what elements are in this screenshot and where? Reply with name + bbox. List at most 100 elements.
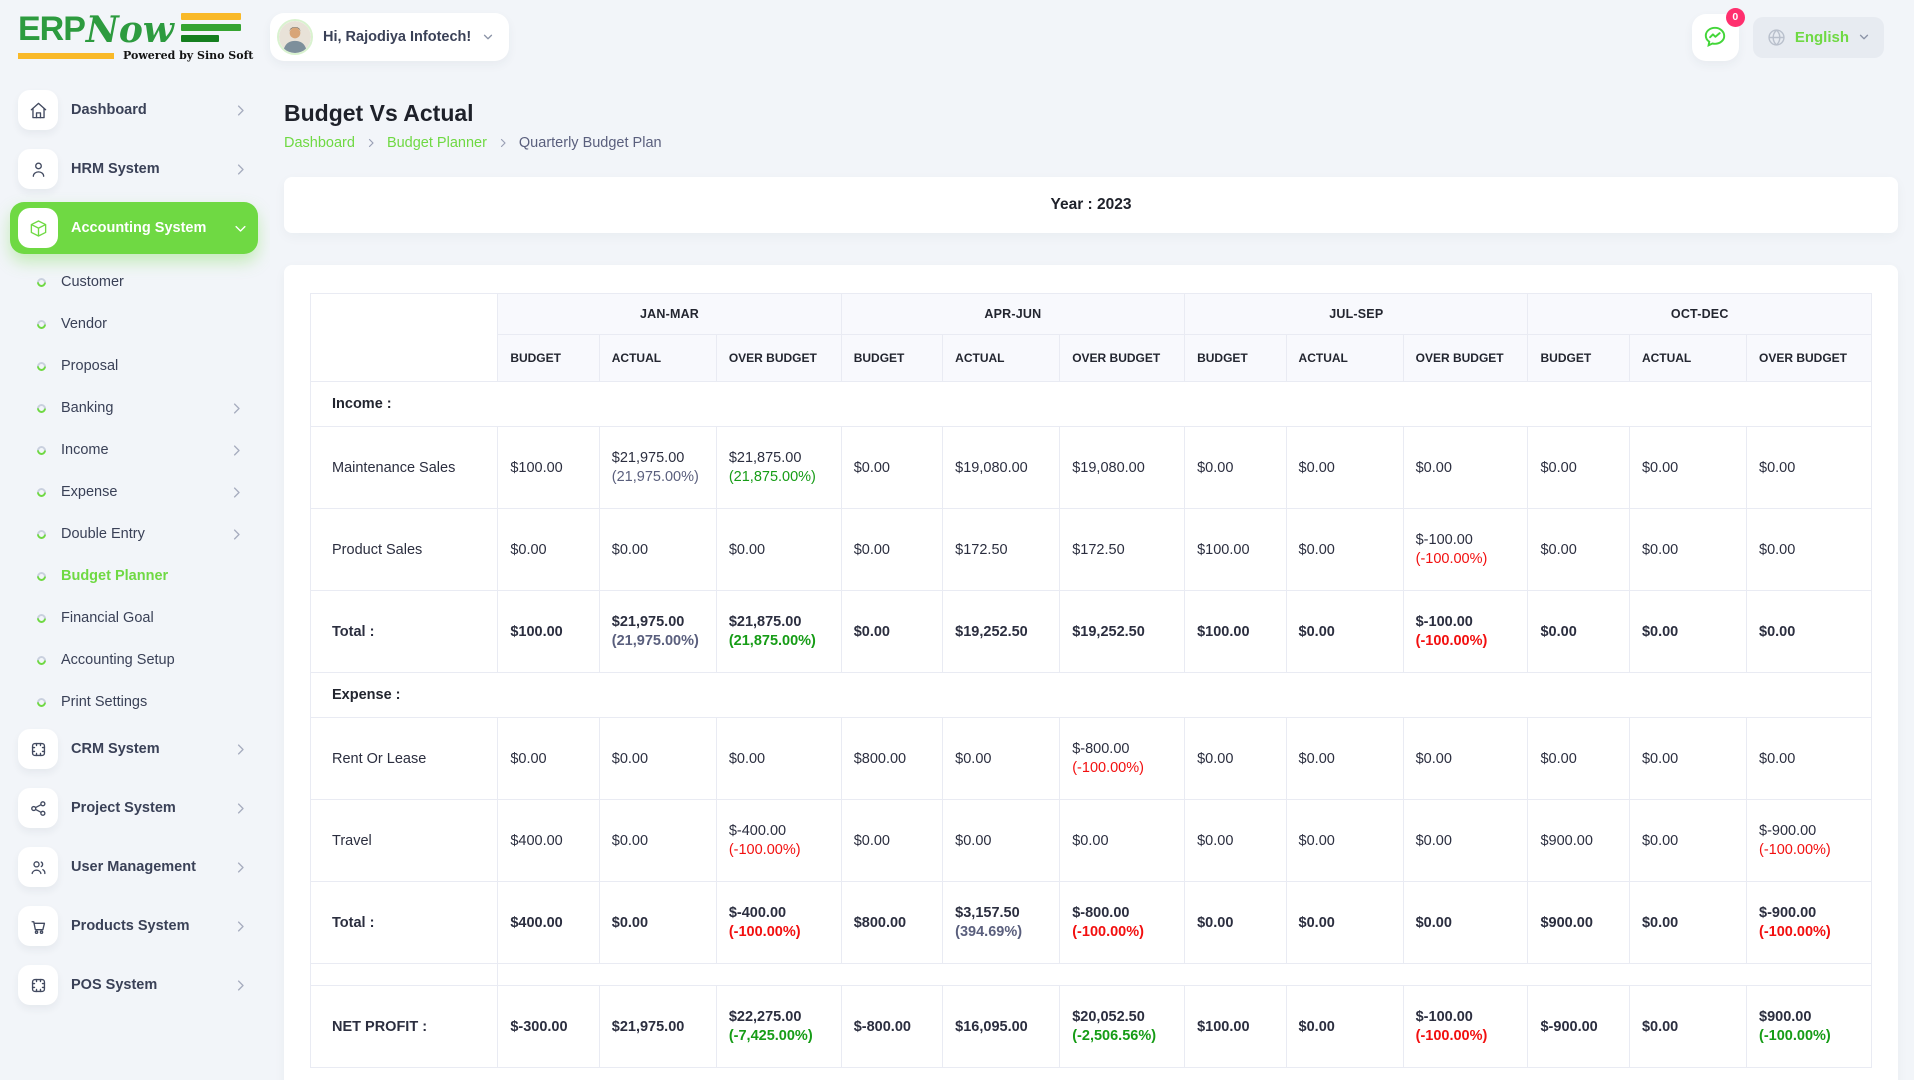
sidebar-item-label: Income — [61, 442, 109, 458]
section-label: Expense : — [310, 672, 1872, 718]
chevron-right-icon — [233, 860, 248, 875]
chevron-right-icon — [497, 137, 509, 149]
sidebar-item-accounting-setup[interactable]: Accounting Setup — [10, 639, 258, 681]
value-cell: $800.00 — [840, 881, 944, 964]
row-label: Travel — [309, 799, 499, 882]
table-row: Travel $400.00 $0.00 $-400.00 (-100.00%) $0.0… — [309, 799, 1872, 882]
sidebar-item-expense[interactable]: Expense — [10, 471, 258, 513]
chevron-right-icon — [233, 742, 248, 757]
value-cell: $-900.00 (-100.00%) — [1746, 881, 1872, 964]
table-corner-cell — [309, 293, 499, 382]
bullet-icon — [35, 275, 48, 289]
column-header: OVER BUDGET — [1746, 334, 1872, 382]
column-header: ACTUAL — [1628, 334, 1748, 382]
user-menu[interactable]: Hi, Rajodiya Infotech! — [270, 13, 510, 61]
value-cell: $0.00 — [1527, 508, 1630, 591]
value-cell: $0.00 — [598, 717, 717, 800]
share-icon — [18, 788, 58, 828]
table-row: Total : $400.00 $0.00 $-400.00 (-100.00%) $80… — [309, 881, 1872, 964]
column-header: BUDGET — [840, 334, 944, 382]
value-cell: $100.00 — [1184, 590, 1287, 673]
column-header: OVER BUDGET — [715, 334, 842, 382]
sidebar-item-label: Budget Planner — [61, 568, 169, 584]
value-cell: $-800.00 (-100.00%) — [1059, 881, 1186, 964]
bullet-icon — [35, 443, 48, 457]
sidebar-item-products-system[interactable]: Products System — [10, 900, 258, 952]
sidebar-item-crm-system[interactable]: CRM System — [10, 723, 258, 775]
sidebar-item-label: POS System — [71, 977, 158, 993]
value-cell: $0.00 — [1402, 881, 1529, 964]
brand-logo[interactable]: ERP Now Powered by Sino Soft — [18, 12, 270, 62]
value-cell: $400.00 — [497, 881, 600, 964]
value-cell: $0.00 — [497, 717, 600, 800]
logo-underline — [18, 52, 114, 59]
spacer-row — [309, 963, 1872, 986]
language-selector[interactable]: English — [1752, 16, 1884, 58]
main-content: Budget Vs Actual Dashboard Budget Planner… — [270, 74, 1914, 1080]
chevron-down-icon — [481, 30, 495, 44]
table-row: Maintenance Sales $100.00 $21,975.00 (21,97… — [309, 426, 1872, 509]
sidebar-item-income[interactable]: Income — [10, 429, 258, 471]
value-cell: $0.00 — [1527, 426, 1630, 509]
bullet-icon — [35, 317, 48, 331]
value-cell: $400.00 — [497, 799, 600, 882]
value-cell: $19,080.00 — [1059, 426, 1186, 509]
value-cell: $0.00 — [1184, 717, 1287, 800]
breadcrumb-item-budget-planner[interactable]: Budget Planner — [386, 135, 487, 151]
page-title: Budget Vs Actual — [284, 100, 474, 126]
value-cell: $900.00 — [1527, 881, 1630, 964]
messages-button[interactable]: 0 — [1691, 7, 1745, 61]
sidebar-item-label: Project System — [71, 800, 176, 816]
value-cell: $22,275.00 (-7,425.00%) — [715, 985, 842, 1068]
table-row: NET PROFIT : $-300.00 $21,975.00 $22,275.00… — [309, 985, 1872, 1068]
table-row: Total : $100.00 $21,975.00 (21,975.00%) $21,… — [309, 590, 1872, 673]
sidebar-item-customer[interactable]: Customer — [10, 261, 258, 303]
sidebar-item-project-system[interactable]: Project System — [10, 782, 258, 834]
value-cell: $100.00 — [497, 590, 600, 673]
column-header: ACTUAL — [942, 334, 1061, 382]
table-row: Rent Or Lease $0.00 $0.00 $0.00 $800.00 $0.00… — [309, 717, 1872, 800]
logo-erp-text: ERP — [18, 10, 86, 48]
value-cell: $0.00 — [1746, 590, 1872, 673]
value-cell: $0.00 — [942, 717, 1061, 800]
sidebar-item-label: CRM System — [71, 741, 160, 757]
breadcrumb: Dashboard Budget Planner Quarterly Budget … — [284, 135, 1898, 151]
sidebar-item-print-settings[interactable]: Print Settings — [10, 681, 258, 723]
row-label: Total : — [309, 881, 499, 964]
breadcrumb-item-dashboard[interactable]: Dashboard — [284, 135, 355, 151]
chevron-right-icon — [233, 801, 248, 816]
value-cell: $19,252.50 — [1059, 590, 1186, 673]
value-cell: $100.00 — [1184, 985, 1287, 1068]
sidebar-item-double-entry[interactable]: Double Entry — [10, 513, 258, 555]
value-cell: $21,975.00 — [598, 985, 717, 1068]
user-icon — [18, 149, 58, 189]
value-cell: $0.00 — [1527, 717, 1630, 800]
value-cell: $0.00 — [840, 508, 944, 591]
sidebar-item-accounting-system[interactable]: Accounting System — [10, 202, 258, 254]
value-cell: $0.00 — [598, 799, 717, 882]
sidebar-item-pos-system[interactable]: POS System — [10, 959, 258, 1011]
sidebar-item-dashboard[interactable]: Dashboard — [10, 84, 258, 136]
value-cell: $900.00 — [1527, 799, 1630, 882]
sidebar-item-user-management[interactable]: User Management — [10, 841, 258, 893]
value-cell: $0.00 — [1184, 799, 1287, 882]
value-cell: $0.00 — [1746, 717, 1872, 800]
sidebar-item-budget-planner[interactable]: Budget Planner — [10, 555, 258, 597]
sidebar-item-label: Accounting System — [71, 220, 207, 236]
value-cell: $-100.00 (-100.00%) — [1402, 590, 1529, 673]
chevron-right-icon — [229, 443, 244, 458]
chevron-right-icon — [233, 162, 248, 177]
value-cell: $16,095.00 — [942, 985, 1061, 1068]
sidebar-item-hrm-system[interactable]: HRM System — [10, 143, 258, 195]
screen-icon — [18, 729, 58, 769]
value-cell: $172.50 — [942, 508, 1061, 591]
quarter-header: JAN-MAR — [497, 293, 842, 335]
cube-icon — [18, 208, 58, 248]
sidebar-item-banking[interactable]: Banking — [10, 387, 258, 429]
row-label: Total : — [309, 590, 499, 673]
sidebar-item-financial-goal[interactable]: Financial Goal — [10, 597, 258, 639]
sidebar-item-proposal[interactable]: Proposal — [10, 345, 258, 387]
value-cell: $21,875.00 (21,875.00%) — [715, 590, 842, 673]
sidebar-item-vendor[interactable]: Vendor — [10, 303, 258, 345]
chevron-down-icon — [233, 221, 248, 236]
